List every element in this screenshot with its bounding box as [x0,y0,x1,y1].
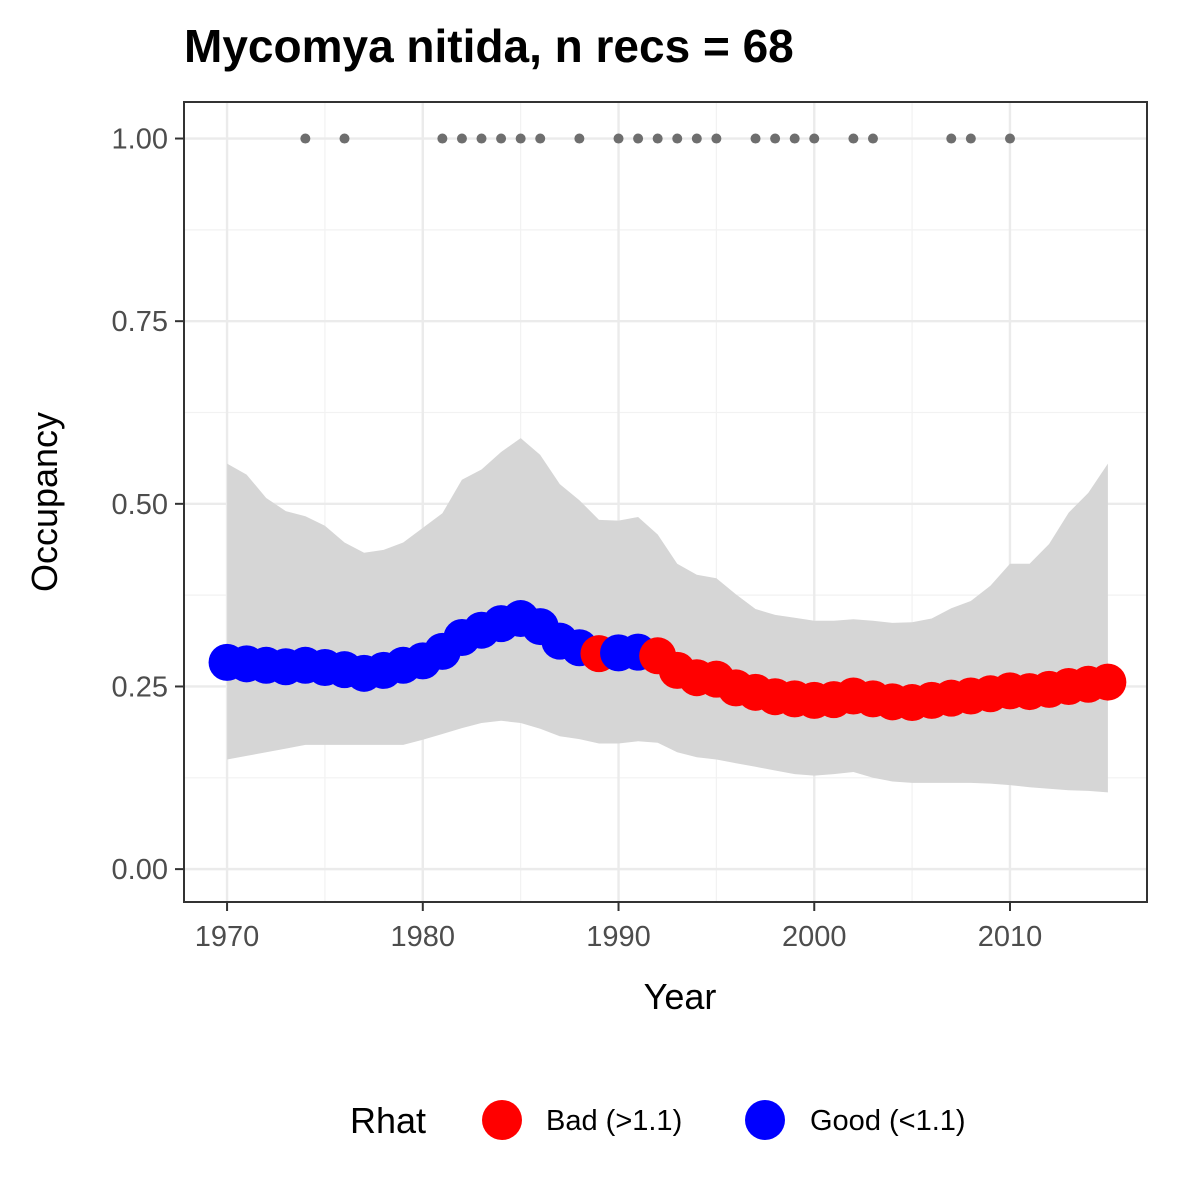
record-point [456,133,467,144]
y-tick-label: 0.25 [112,671,168,703]
legend-swatch-good [745,1100,785,1140]
y-tick-label: 0.75 [112,306,168,338]
y-tick-label: 0.50 [112,489,168,521]
legend-label-bad: Bad (>1.1) [546,1105,682,1137]
y-tick-label: 0.00 [112,854,168,886]
chart-title: Mycomya nitida, n recs = 68 [184,20,794,72]
record-point [672,133,683,144]
x-axis-title: Year [644,976,717,1017]
record-point [789,133,800,144]
record-point [476,133,487,144]
y-axis: 0.00 0.25 0.50 0.75 1.00 [112,124,184,886]
x-axis: 1970 1980 1990 2000 2010 [195,902,1042,953]
record-point [515,133,526,144]
record-point [809,133,820,144]
record-point [770,133,781,144]
y-axis-title: Occupancy [24,412,65,592]
record-point [574,133,585,144]
record-point [535,133,546,144]
record-point [1004,133,1015,144]
occupancy-points-layer [208,600,1127,722]
panel-border [183,101,1148,903]
legend: Rhat Bad (>1.1) Good (<1.1) [350,1100,966,1141]
x-tick-label: 1970 [195,921,260,953]
record-point [750,133,761,144]
x-tick-label: 1990 [586,921,651,953]
legend-title: Rhat [350,1100,426,1141]
record-points-layer [300,133,1015,144]
record-point [300,133,311,144]
legend-swatch-bad [482,1100,522,1140]
x-tick-label: 2010 [978,921,1043,953]
record-point [946,133,957,144]
x-tick-label: 1980 [391,921,456,953]
occupancy-point [1089,663,1127,701]
record-point [633,133,644,144]
record-point [339,133,350,144]
record-point [848,133,859,144]
x-tick-label: 2000 [782,921,847,953]
record-point [691,133,702,144]
record-point [496,133,507,144]
record-point [613,133,624,144]
record-point [867,133,878,144]
record-point [711,133,722,144]
record-point [437,133,448,144]
y-tick-label: 1.00 [112,124,168,156]
legend-label-good: Good (<1.1) [810,1105,966,1137]
record-point [652,133,663,144]
record-point [965,133,976,144]
